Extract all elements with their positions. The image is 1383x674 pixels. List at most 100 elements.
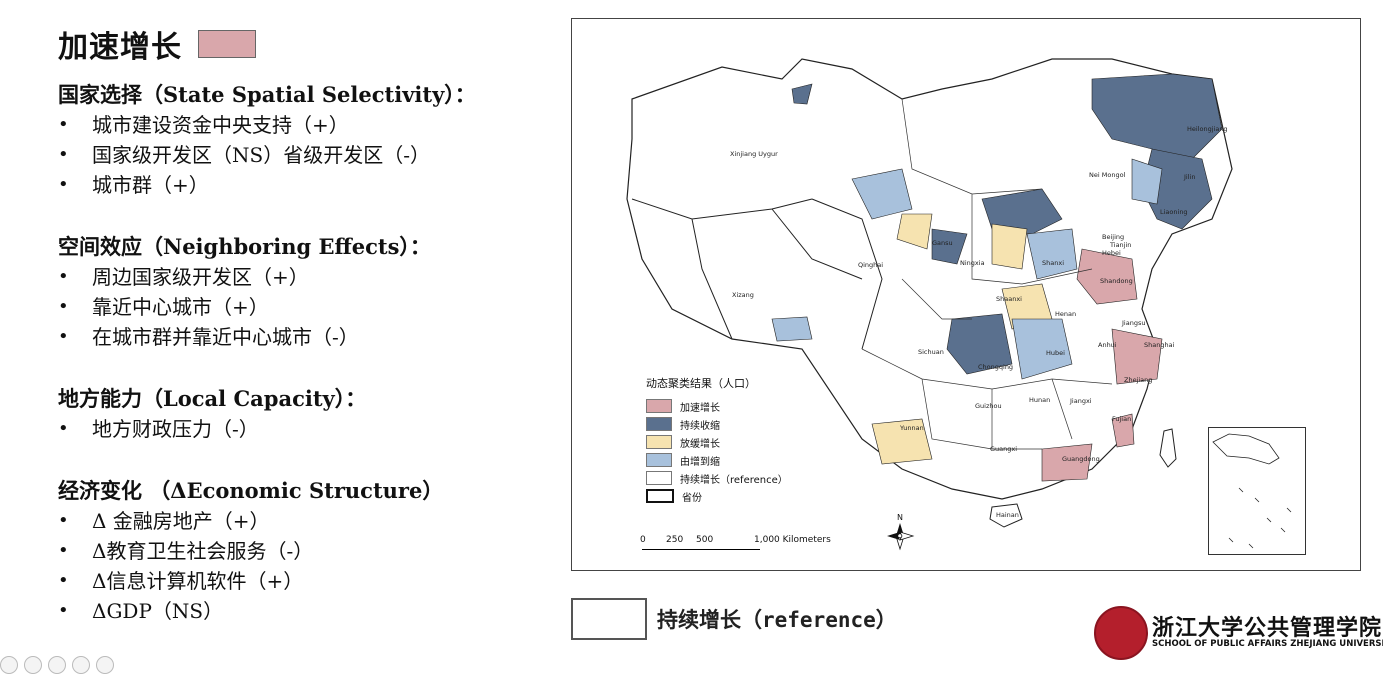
province-label: Xizang — [732, 291, 754, 299]
province-label: Liaoning — [1160, 208, 1188, 216]
section-heading: 经济变化 （ΔEconomic Structure） — [58, 478, 444, 503]
bullet-item: ΔGDP（NS） — [58, 596, 443, 626]
bullet-item: 靠近中心城市（+） — [58, 292, 431, 322]
legend-item-accelerating: 加速增长 — [646, 397, 788, 415]
slide-nav-dot[interactable] — [48, 656, 66, 674]
scale-line — [642, 549, 760, 550]
region-accelerating — [1076, 248, 1138, 305]
section-local-capacity: 地方能力（Local Capacity）： 地方财政压力（-） — [58, 384, 366, 444]
province-label: Sichuan — [918, 348, 944, 356]
slide-title: 加速增长 — [58, 30, 182, 65]
region-accelerating — [1111, 328, 1163, 385]
section-heading: 空间效应（Neighboring Effects）： — [58, 234, 431, 259]
hainan-island — [989, 503, 1023, 528]
legend-item-province: 省份 — [646, 487, 788, 505]
legend-swatch — [646, 417, 672, 431]
map-legend-title: 动态聚类结果（人口） — [646, 377, 756, 390]
section-heading: 国家选择（State Spatial Selectivity）： — [58, 82, 476, 107]
province-label: Shanghai — [1144, 341, 1175, 349]
legend-swatch — [646, 453, 672, 467]
bullet-list: 地方财政压力（-） — [58, 414, 366, 444]
logo-english-name: SCHOOL OF PUBLIC AFFAIRS ZHEJIANG UNIVER… — [1152, 639, 1383, 649]
legend-label: 由增到缩 — [680, 456, 720, 468]
province-label: Tianjin — [1109, 241, 1131, 249]
bullet-item: Δ教育卫生社会服务（-） — [58, 536, 443, 566]
province-label: Jiangsu — [1121, 319, 1145, 327]
slide-nav-dot[interactable] — [96, 656, 114, 674]
legend-swatch — [646, 489, 674, 503]
section-neighboring-effects: 空间效应（Neighboring Effects）： 周边国家级开发区（+） 靠… — [58, 232, 431, 352]
north-arrow-icon: N — [878, 512, 922, 556]
slide-nav-dot[interactable] — [24, 656, 42, 674]
province-label: Beijing — [1102, 233, 1124, 241]
china-map: Xinjiang Uygur Xizang Qinghai Nei Mongol… — [626, 58, 1233, 528]
region-grow-to-shrink — [1026, 228, 1078, 280]
taiwan-island — [1159, 428, 1177, 468]
province-label: Shaanxi — [996, 295, 1022, 303]
section-heading: 地方能力（Local Capacity）： — [58, 386, 367, 411]
legend-swatch — [646, 471, 672, 485]
zju-emblem-icon — [1094, 606, 1148, 660]
legend-swatch — [646, 435, 672, 449]
region-accelerating — [1041, 443, 1093, 482]
province-label: Shanxi — [1042, 259, 1064, 267]
province-label: Hunan — [1029, 396, 1050, 404]
bullet-item: 国家级开发区（NS）省级开发区（-） — [58, 140, 476, 170]
province-label: Jiangxi — [1069, 397, 1092, 405]
legend-item-grow-to-shrink: 由增到缩 — [646, 451, 788, 469]
region-grow-to-shrink — [851, 168, 913, 220]
region-shrinking — [791, 83, 813, 105]
legend-item-slowing: 放缓增长 — [646, 433, 788, 451]
province-label: Gansu — [932, 239, 953, 247]
china-outline — [626, 58, 1233, 500]
bullet-item: 地方财政压力（-） — [58, 414, 366, 444]
region-slowing — [991, 223, 1028, 270]
south-china-sea-inset — [1208, 427, 1306, 555]
province-label: Fujian — [1112, 415, 1131, 423]
china-map-panel: Xinjiang Uygur Xizang Qinghai Nei Mongol… — [571, 18, 1361, 571]
slide-nav-dot[interactable] — [0, 656, 18, 674]
region-shrinking — [946, 313, 1013, 375]
scale-label: 500 — [696, 535, 714, 545]
region-shrinking — [981, 188, 1063, 235]
region-accelerating — [1111, 413, 1135, 448]
bullet-item: 周边国家级开发区（+） — [58, 262, 431, 292]
bullet-item: 在城市群并靠近中心城市（-） — [58, 322, 431, 352]
province-label: Heilongjiang — [1187, 125, 1228, 133]
legend-swatch — [646, 399, 672, 413]
region-shrinking — [931, 228, 968, 265]
legend-item-reference: 持续增长（reference） — [646, 469, 788, 487]
province-label: Hebei — [1102, 249, 1121, 257]
legend-item-shrinking: 持续收缩 — [646, 415, 788, 433]
region-grow-to-shrink — [1131, 158, 1163, 205]
province-label: Guizhou — [975, 402, 1002, 410]
bullet-list: 城市建设资金中央支持（+） 国家级开发区（NS）省级开发区（-） 城市群（+） — [58, 110, 476, 200]
province-label: Xinjiang Uygur — [730, 150, 778, 158]
province-label: Henan — [1055, 310, 1076, 318]
region-slowing — [871, 418, 933, 465]
scale-label: 1,000 Kilometers — [754, 535, 831, 545]
scale-label: 250 — [666, 535, 684, 545]
province-label: Nei Mongol — [1089, 171, 1126, 179]
province-label: Chongqing — [978, 363, 1013, 371]
province-label: Shandong — [1100, 277, 1133, 285]
bullet-item: Δ信息计算机软件（+） — [58, 566, 443, 596]
province-label: Ningxia — [960, 259, 985, 267]
slide-nav-dot[interactable] — [72, 656, 90, 674]
scale-label: 0 — [640, 535, 646, 545]
legend-label: 持续收缩 — [680, 420, 720, 432]
province-label: Guangxi — [990, 445, 1017, 453]
region-grow-to-shrink — [771, 316, 813, 342]
province-label: Hainan — [996, 511, 1019, 519]
province-label: Zhejiang — [1124, 376, 1152, 384]
bullet-list: Δ 金融房地产（+） Δ教育卫生社会服务（-） Δ信息计算机软件（+） ΔGDP… — [58, 506, 443, 626]
province-label: Anhui — [1098, 341, 1117, 349]
province-label: Qinghai — [858, 261, 883, 269]
province-label: Yunnan — [899, 424, 924, 432]
region-slowing — [896, 213, 933, 250]
province-label: Guangdong — [1062, 455, 1100, 463]
legend-label: 持续增长（reference） — [680, 474, 788, 486]
scale-bar: 0 250 500 1,000 Kilometers — [640, 535, 840, 555]
province-label: Hubei — [1046, 349, 1065, 357]
slide-nav-dots[interactable] — [0, 656, 114, 674]
